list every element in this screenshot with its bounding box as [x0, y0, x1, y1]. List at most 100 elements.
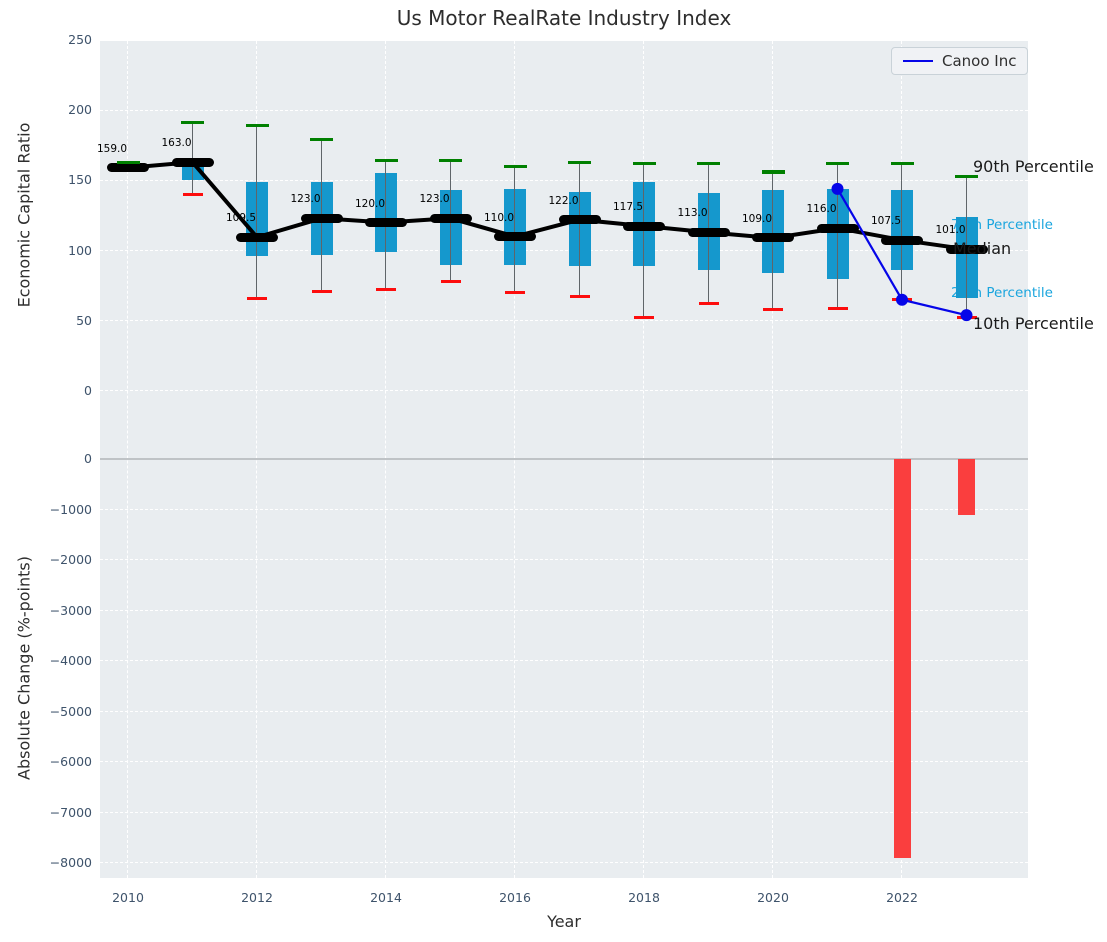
grid-ht-150 [100, 179, 1028, 181]
whisker-2021 [836, 163, 838, 309]
whisker-2017 [578, 162, 580, 297]
median-label-2018: 117.5 [612, 201, 644, 214]
p10-cap-2017 [569, 295, 590, 299]
median-marker-2016 [494, 232, 536, 242]
p10-cap-2022 [892, 298, 912, 302]
median-label-2013: 123.0 [290, 193, 321, 206]
p90-cap-2021 [826, 161, 849, 166]
p90-cap-2015 [439, 159, 462, 163]
bar-2023 [958, 459, 975, 515]
xtick-2016: 2016 [499, 890, 531, 905]
whisker-2016 [514, 166, 516, 293]
chart-title: Us Motor RealRate Industry Index [396, 6, 732, 30]
xtick-2010: 2010 [112, 890, 144, 905]
median-marker-2022 [881, 235, 923, 245]
grid-hb-2000 [100, 559, 1028, 561]
xtick-2018: 2018 [628, 890, 660, 905]
p10-cap-2012 [247, 296, 267, 300]
whisker-2012 [256, 125, 258, 299]
zero-line [100, 458, 1028, 460]
median-label-2020: 109.0 [741, 212, 773, 225]
median-marker-2020 [752, 233, 794, 243]
p90-cap-2019 [697, 161, 720, 166]
y-axis-label-top: Economic Capital Ratio [14, 122, 34, 308]
ytick-top-250: 250 [68, 32, 92, 47]
p90-cap-2011 [181, 121, 204, 125]
ytick-bottom-0: 0 [84, 451, 92, 466]
p90-cap-2020 [761, 170, 785, 174]
ytick-bottom--2000: −2000 [49, 552, 92, 567]
xtick-2014: 2014 [370, 890, 402, 905]
median-marker-2017 [558, 215, 601, 225]
grid-hb-3000 [100, 609, 1028, 611]
median-marker-2010 [107, 163, 149, 173]
p10-cap-2018 [634, 316, 654, 320]
ytick-bottom--6000: −6000 [49, 754, 92, 769]
grid-hb-1000 [100, 508, 1028, 510]
p10-cap-2011 [182, 192, 203, 196]
bar-2022 [893, 459, 911, 858]
median-marker-2011 [171, 157, 214, 167]
grid-hb-8000 [100, 862, 1028, 864]
annotation-10th-percentile: 10th Percentile [973, 314, 1094, 333]
ytick-top-100: 100 [68, 242, 92, 258]
whisker-2018 [643, 163, 645, 318]
p10-cap-2013 [311, 289, 332, 293]
median-label-2012: 109.5 [225, 212, 257, 225]
grid-ht-50 [100, 320, 1028, 322]
median-label-2022: 107.5 [870, 215, 902, 228]
p90-cap-2010 [116, 160, 140, 164]
median-label-2016: 110.0 [483, 211, 515, 224]
grid-ht-250 [100, 39, 1028, 41]
median-marker-2021 [816, 223, 859, 233]
grid-ht-100 [100, 250, 1028, 251]
legend-line-sample [903, 60, 933, 62]
p10-cap-2015 [440, 279, 461, 283]
xtick-2022: 2022 [886, 890, 918, 905]
p90-cap-2014 [374, 159, 398, 163]
p90-cap-2016 [503, 164, 527, 168]
annotation-median: Median [953, 239, 1012, 258]
p90-cap-2018 [632, 161, 656, 166]
ytick-bottom--7000: −7000 [49, 804, 92, 820]
xtick-2020: 2020 [757, 890, 789, 905]
ytick-top-150: 150 [68, 172, 92, 188]
grid-hb-7000 [100, 811, 1028, 813]
annotation-90th-percentile: 90th Percentile [973, 157, 1094, 176]
ytick-bottom--1000: −1000 [49, 501, 92, 517]
grid-ht-200 [100, 109, 1028, 111]
median-marker-2013 [300, 213, 343, 223]
grid-ht-0 [100, 390, 1028, 392]
ytick-bottom--4000: −4000 [49, 653, 92, 668]
grid-hb-5000 [100, 710, 1028, 712]
p90-cap-2022 [890, 161, 914, 166]
median-label-2015: 123.0 [419, 193, 450, 206]
median-label-2019: 113.0 [677, 207, 708, 220]
median-label-2023: 101.0 [935, 224, 966, 237]
p90-cap-2017 [568, 160, 591, 164]
grid-hb-6000 [100, 761, 1028, 763]
whisker-2022 [901, 163, 903, 300]
p10-cap-2021 [827, 306, 848, 310]
p90-cap-2012 [245, 124, 269, 128]
legend-label: Canoo Inc [942, 52, 1017, 70]
x-axis-label: Year [547, 912, 581, 931]
median-marker-2018 [623, 221, 665, 231]
p10-cap-2016 [505, 291, 525, 295]
median-label-2021: 116.0 [806, 203, 837, 216]
ytick-top-200: 200 [68, 102, 92, 118]
ytick-top-50: 50 [76, 312, 92, 328]
median-label-2017: 122.0 [548, 194, 579, 207]
p10-cap-2019 [698, 302, 719, 306]
p10-cap-2020 [763, 308, 783, 312]
median-marker-2015 [429, 213, 472, 223]
grid-hb-4000 [100, 660, 1028, 662]
median-marker-2014 [365, 218, 407, 228]
median-label-2014: 120.0 [354, 197, 386, 210]
legend: Canoo Inc [891, 47, 1029, 75]
ytick-bottom--3000: −3000 [49, 602, 92, 618]
ytick-top-0: 0 [84, 383, 92, 398]
p90-cap-2013 [310, 138, 333, 142]
ytick-bottom--5000: −5000 [49, 703, 92, 719]
xtick-2012: 2012 [241, 890, 273, 905]
